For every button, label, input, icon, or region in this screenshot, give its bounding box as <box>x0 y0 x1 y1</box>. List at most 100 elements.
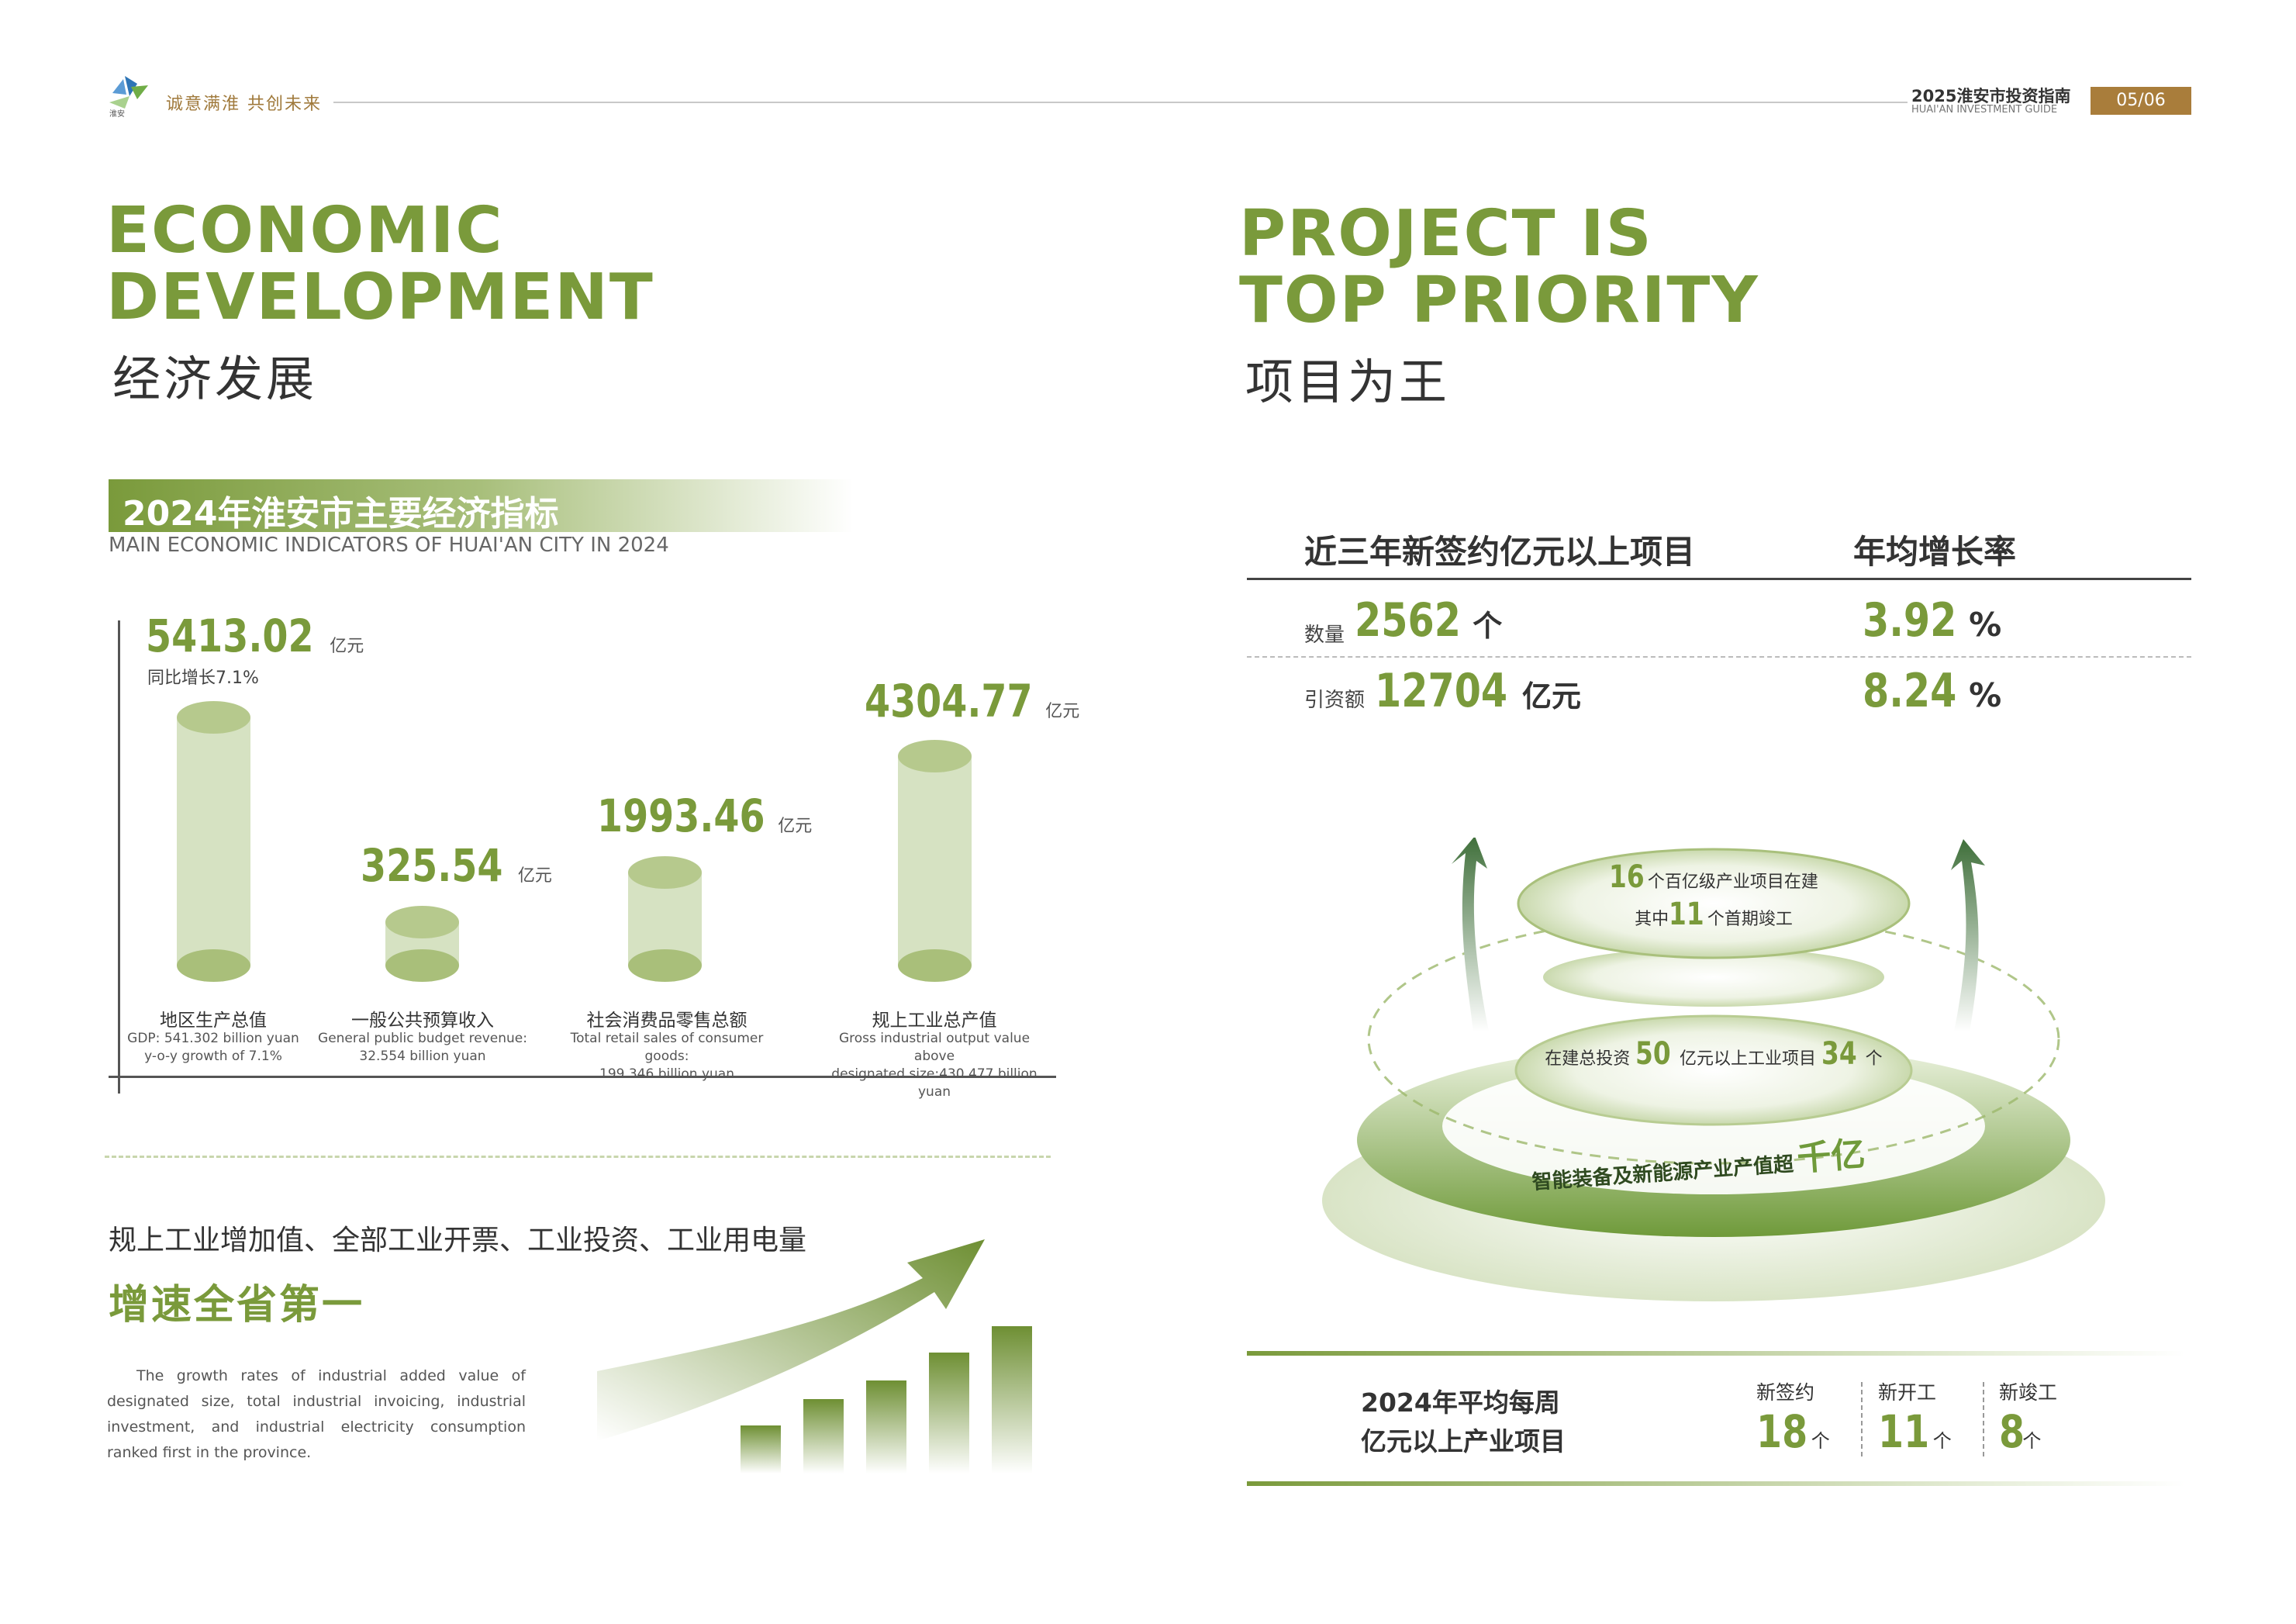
table-row-investment-rate: 8.24 % <box>1863 664 2001 718</box>
disc-text: 个 <box>1865 1049 1883 1069</box>
row-unit: 个 <box>1473 609 1503 643</box>
section-divider <box>105 1156 1051 1158</box>
guide-subtitle: HUAI'AN INVESTMENT GUIDE <box>1911 104 2058 116</box>
bar-desc-line2: y-o-y growth of 7.1% <box>144 1049 282 1064</box>
weekly-stat-value: 8 <box>1999 1405 2025 1458</box>
growth-bar <box>929 1353 969 1474</box>
right-title-en-line1: PROJECT IS <box>1239 197 1653 271</box>
bar-desc-line2: 199.346 billion yuan <box>599 1066 734 1082</box>
weekly-divider <box>1983 1382 1984 1456</box>
table-row-count: 数量 2562 个 <box>1304 593 1502 655</box>
disc-text: 个百亿级产业项目在建 <box>1647 872 1818 892</box>
table-row-investment: 引资额 12704 亿元 <box>1304 664 1581 726</box>
growth-bar <box>803 1399 844 1474</box>
growth-heading: 规上工业增加值、全部工业开票、工业投资、工业用电量 <box>109 1225 807 1256</box>
bar-label: 规上工业总产值 <box>872 1011 997 1031</box>
header: 淮安 诚意满淮 共创未来 2025淮安市投资指南 HUAI'AN INVESTM… <box>0 0 2296 132</box>
right-title-cn: 项目为王 <box>1245 354 1451 410</box>
weekly-stat-value-row: 11 个 <box>1878 1405 1952 1458</box>
weekly-stat-unit: 个 <box>2022 1430 2042 1452</box>
weekly-stat-started: 新开工 11 个 <box>1878 1377 1952 1458</box>
right-title-en-line2: TOP PRIORITY <box>1239 264 1759 337</box>
row-value: 2562 <box>1355 593 1462 648</box>
chart-axis-x <box>109 1076 1056 1078</box>
weekly-divider <box>1861 1382 1863 1456</box>
disc-text: 在建总投资 <box>1545 1049 1631 1069</box>
disc-number: 34 <box>1821 1036 1857 1072</box>
weekly-title-line2: 亿元以上产业项目 <box>1361 1426 1566 1456</box>
bar-value: 325.54 <box>361 839 503 892</box>
growth-arrow-icon <box>597 1239 985 1441</box>
row-value: 12704 <box>1375 664 1508 718</box>
disc-top-line1: 16 个百亿级产业项目在建 <box>1551 859 1877 895</box>
disc-top-text: 16 个百亿级产业项目在建 其中11 个首期竣工 <box>1551 859 1877 932</box>
banner-subtitle: MAIN ECONOMIC INDICATORS OF HUAI'AN CITY… <box>109 534 669 557</box>
page-number: 05/06 <box>2091 87 2191 115</box>
bar-desc: General public budget revenue: 32.554 bi… <box>318 1030 527 1066</box>
row-label: 数量 <box>1304 624 1345 647</box>
weekly-stat-value: 11 <box>1878 1405 1930 1458</box>
growth-highlight: 增速全省第一 <box>109 1282 365 1329</box>
bar-value-industrial: 4304.77 亿元 <box>865 675 1079 727</box>
chart-axis-y <box>118 620 120 1094</box>
bar-value-gdp: 5413.02 亿元 <box>146 610 364 662</box>
weekly-stat-value-row: 8个 <box>1999 1405 2057 1458</box>
bar-unit: 亿元 <box>778 817 813 836</box>
ring-highlight: 千亿 <box>1795 1134 1867 1179</box>
bar-value-budget: 325.54 亿元 <box>361 839 552 892</box>
table-head-line <box>1247 578 2191 580</box>
bar-desc-line1: Gross industrial output value above <box>838 1031 1031 1064</box>
weekly-stat-completed: 新竣工 8个 <box>1999 1377 2057 1458</box>
weekly-stat-label: 新竣工 <box>1999 1381 2058 1404</box>
banner-title: 2024年淮安市主要经济指标 <box>123 494 559 534</box>
weekly-stat-signed: 新签约 18 个 <box>1756 1377 1830 1458</box>
weekly-stat-value-row: 18 个 <box>1756 1405 1830 1458</box>
row-unit: 亿元 <box>1521 679 1581 714</box>
weekly-stat-label: 新开工 <box>1878 1381 1937 1404</box>
growth-bars <box>737 1318 1047 1474</box>
disc-text: 其中 <box>1635 910 1669 929</box>
weekly-bottom-line <box>1247 1481 2185 1486</box>
disc-number: 11 <box>1669 897 1704 932</box>
bar-desc-line1: GDP: 541.302 billion yuan <box>127 1031 299 1046</box>
disc-top-line2: 其中11 个首期竣工 <box>1551 897 1877 932</box>
row-rate: 3.92 <box>1863 593 1957 648</box>
title-cn: 经济发展 <box>112 351 318 407</box>
guide-title: 2025淮安市投资指南 <box>1911 87 2071 105</box>
bar-value-retail: 1993.46 亿元 <box>597 790 812 842</box>
weekly-stat-label: 新签约 <box>1756 1381 1815 1404</box>
growth-bar <box>741 1425 781 1474</box>
disc-text: 亿元以上工业项目 <box>1679 1049 1816 1069</box>
row-rate: 8.24 <box>1863 664 1957 718</box>
logo-icon: 淮安 <box>109 76 148 118</box>
bar-label: 社会消费品零售总额 <box>586 1011 747 1031</box>
bar-unit: 亿元 <box>330 637 364 656</box>
bar-desc-line2: 32.554 billion yuan <box>359 1049 486 1064</box>
bar-desc: Gross industrial output value above desi… <box>822 1030 1047 1101</box>
row-label: 引资额 <box>1304 689 1366 712</box>
weekly-stat-value: 18 <box>1756 1405 1808 1458</box>
disc-bottom-text: 在建总投资 50 亿元以上工业项目 34 个 <box>1512 1036 1915 1072</box>
bar-cylinder-retail <box>628 856 702 982</box>
title-en-line1: ECONOMIC <box>106 194 504 268</box>
indicators-banner <box>109 479 853 532</box>
weekly-stat-unit: 个 <box>1811 1430 1830 1452</box>
title-en-line2: DEVELOPMENT <box>106 261 654 334</box>
bar-desc-line1: Total retail sales of consumer goods: <box>570 1031 764 1064</box>
disc-text: 个首期竣工 <box>1707 910 1793 929</box>
bar-value: 4304.77 <box>865 675 1033 727</box>
bar-unit: 亿元 <box>1045 702 1080 721</box>
percent-sign: % <box>1969 676 2002 714</box>
bar-desc: GDP: 541.302 billion yuan y-o-y growth o… <box>116 1030 310 1066</box>
bar-cylinder-budget <box>385 906 459 983</box>
project-discs-illustration <box>1322 838 2105 1301</box>
table-row-divider <box>1247 656 2191 658</box>
bar-unit: 亿元 <box>517 866 552 886</box>
growth-description: The growth rates of industrial added val… <box>107 1367 526 1461</box>
bar-desc-line1: General public budget revenue: <box>318 1031 527 1046</box>
disc-number: 16 <box>1609 859 1645 895</box>
header-slogan: 诚意满淮 共创未来 <box>166 95 322 114</box>
header-line <box>333 102 1908 103</box>
growth-bar <box>992 1326 1032 1474</box>
bar-cylinder-gdp <box>177 701 250 982</box>
